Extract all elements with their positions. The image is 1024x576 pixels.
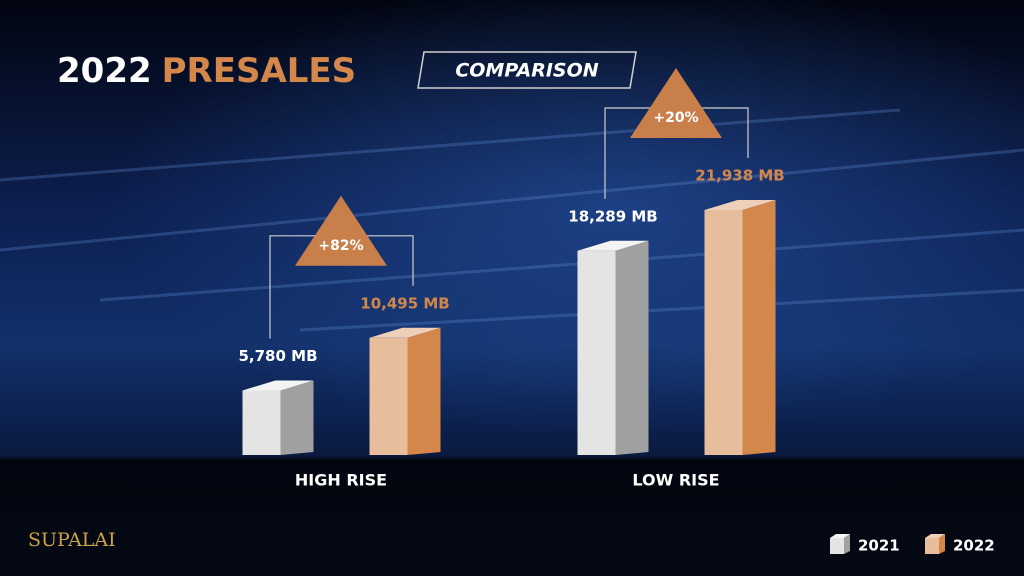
- bar-side: [742, 200, 776, 455]
- bar: [369, 337, 408, 455]
- legend-swatch-side: [939, 534, 945, 554]
- legend-label: 2022: [953, 537, 995, 555]
- annotation-triangle: [630, 68, 722, 138]
- bar-side: [407, 327, 441, 455]
- bar-top: [577, 240, 649, 251]
- legend-swatch: [925, 538, 939, 554]
- streaks: [0, 108, 1024, 332]
- annotation: +20%: [653, 110, 698, 126]
- subtitle: COMPARISON: [455, 60, 598, 82]
- value-label: 5,780 MB: [238, 347, 317, 365]
- title-year: 2022: [57, 51, 152, 91]
- bar-side: [280, 380, 314, 455]
- annotation-triangle: [295, 195, 387, 266]
- legend-swatch: [830, 538, 844, 554]
- value-label: 18,289 MB: [568, 207, 657, 225]
- title-main: PRESALES: [162, 51, 357, 91]
- bar-top: [242, 380, 314, 391]
- bar: [577, 250, 616, 455]
- bar-top: [704, 200, 776, 210]
- bar: [704, 210, 743, 455]
- brand: SUPALAI: [28, 529, 116, 551]
- x-tick-label: HIGH RISE: [295, 471, 387, 490]
- legend-label: 2021: [858, 537, 900, 555]
- annotation: +82%: [318, 238, 363, 254]
- bar-side: [615, 240, 649, 455]
- legend-swatch-top: [830, 534, 850, 538]
- value-label: 10,495 MB: [360, 294, 449, 312]
- bar-top: [369, 327, 441, 338]
- bar: [242, 390, 281, 455]
- value-label: 21,938 MB: [695, 167, 784, 185]
- subtitle-box: [417, 51, 637, 89]
- chart-title: 2022 PRESALES: [57, 51, 356, 91]
- legend-swatch-top: [925, 534, 945, 538]
- background-glow: [0, 0, 1024, 460]
- legend-swatch-side: [844, 534, 850, 554]
- x-tick-label: LOW RISE: [632, 471, 719, 490]
